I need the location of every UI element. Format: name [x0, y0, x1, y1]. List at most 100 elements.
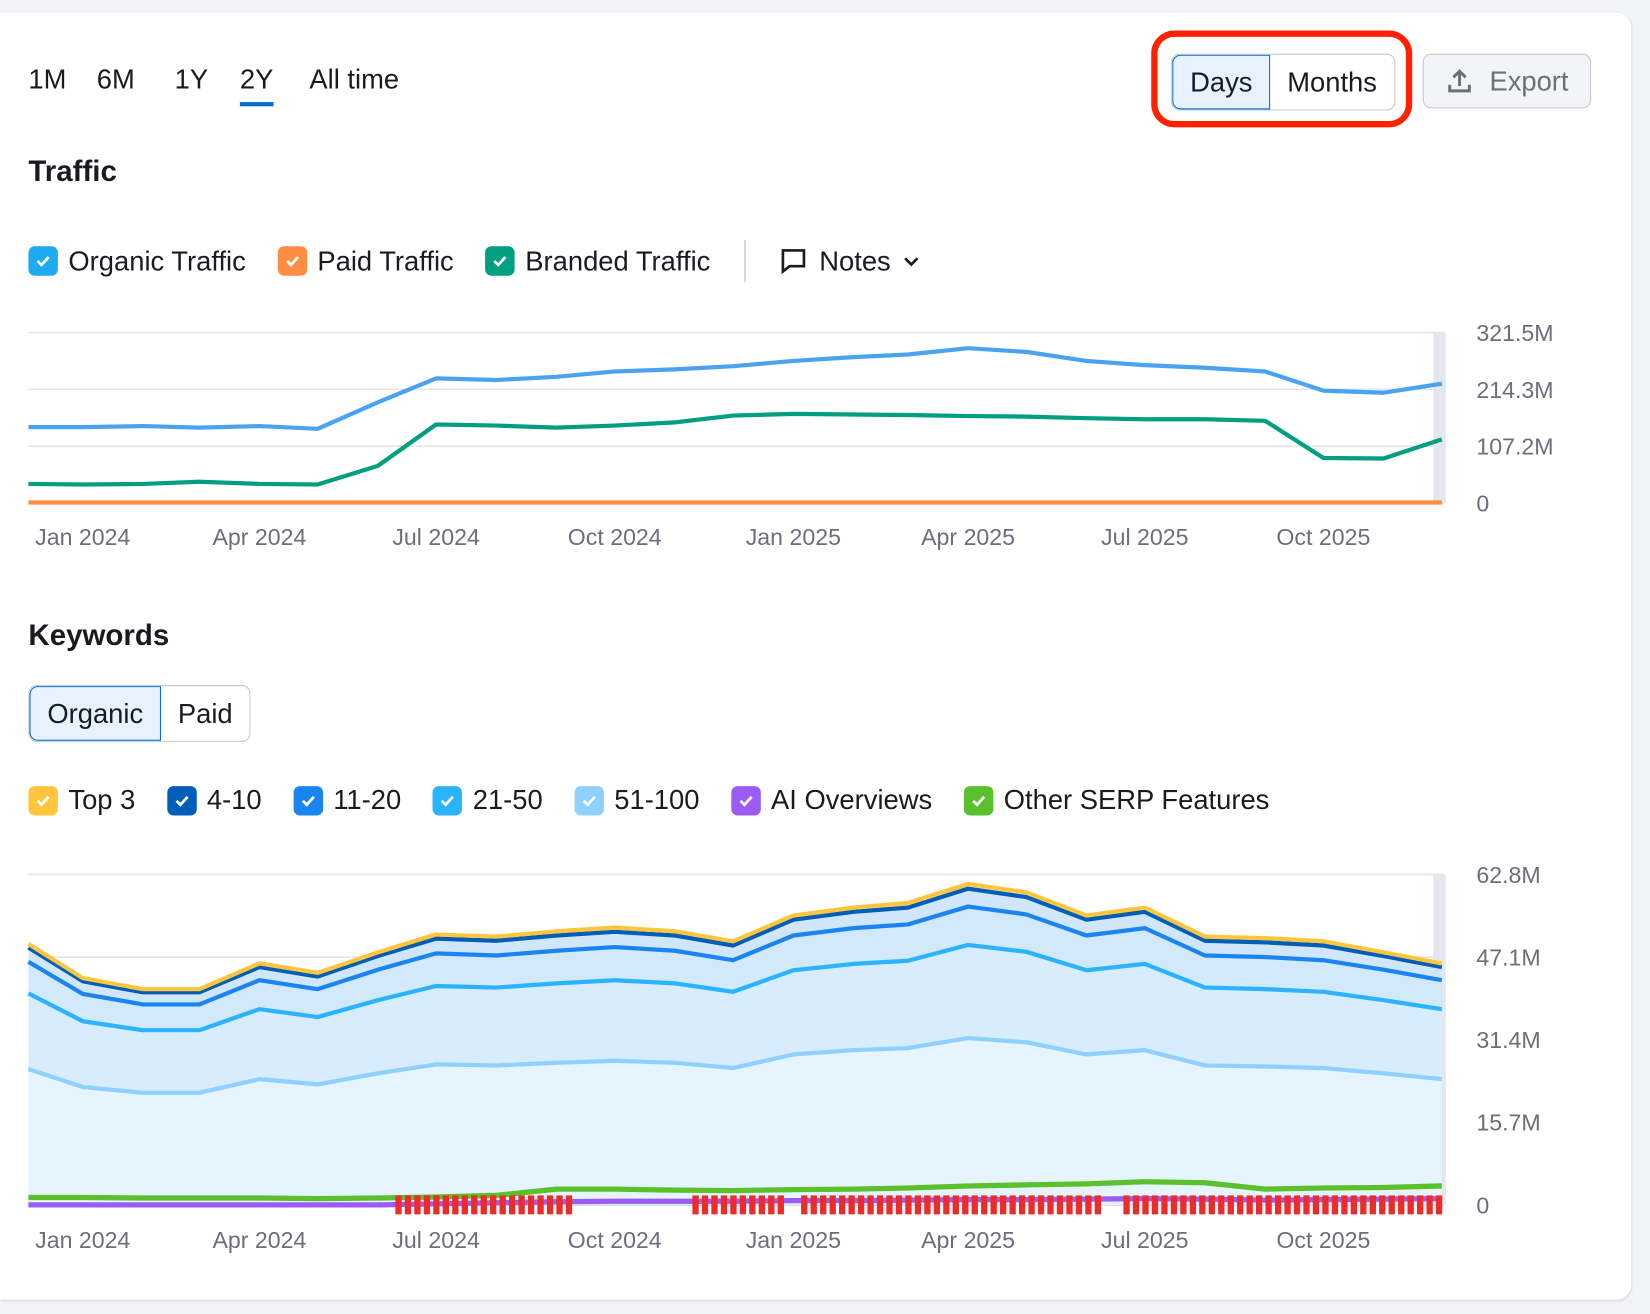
note-flag-icon[interactable] [730, 1195, 737, 1215]
note-flag-icon[interactable] [1018, 1195, 1026, 1215]
checkbox-icon[interactable] [166, 785, 197, 816]
note-flag-icon[interactable] [1199, 1195, 1206, 1215]
note-flag-icon[interactable] [1237, 1195, 1244, 1215]
legend-4-10[interactable]: 4-10 [166, 784, 262, 817]
note-flag-icon[interactable] [829, 1195, 836, 1215]
note-flag-icon[interactable] [509, 1195, 516, 1215]
note-flag-icon[interactable] [895, 1195, 903, 1215]
note-flag-icon[interactable] [914, 1195, 922, 1215]
note-flag-icon[interactable] [1066, 1195, 1073, 1215]
note-flag-icon[interactable] [1123, 1195, 1130, 1215]
note-flag-icon[interactable] [518, 1195, 525, 1215]
note-flag-icon[interactable] [1388, 1195, 1395, 1215]
legend-11-20[interactable]: 11-20 [293, 784, 401, 817]
legend-paid-traffic[interactable]: Paid Traffic [277, 245, 454, 278]
note-flag-icon[interactable] [1037, 1195, 1045, 1215]
note-flag-icon[interactable] [1256, 1195, 1263, 1215]
note-flag-icon[interactable] [1417, 1195, 1424, 1215]
note-flag-icon[interactable] [820, 1195, 827, 1215]
note-flag-icon[interactable] [867, 1195, 874, 1215]
note-flag-icon[interactable] [404, 1195, 412, 1215]
note-flag-icon[interactable] [471, 1195, 478, 1215]
note-flag-icon[interactable] [810, 1195, 817, 1215]
note-flag-icon[interactable] [1028, 1195, 1035, 1215]
note-flag-icon[interactable] [1000, 1195, 1007, 1215]
note-flag-icon[interactable] [442, 1195, 450, 1215]
note-flag-icon[interactable] [1170, 1195, 1178, 1215]
note-flag-icon[interactable] [1407, 1195, 1414, 1215]
note-flag-icon[interactable] [537, 1195, 544, 1215]
note-flag-icon[interactable] [1218, 1195, 1225, 1215]
note-flag-icon[interactable] [943, 1195, 950, 1215]
note-flag-icon[interactable] [546, 1195, 554, 1215]
note-flag-icon[interactable] [527, 1195, 535, 1215]
note-flag-icon[interactable] [692, 1195, 699, 1215]
note-flag-icon[interactable] [1322, 1195, 1329, 1215]
note-flag-icon[interactable] [423, 1195, 431, 1215]
note-flag-icon[interactable] [1246, 1195, 1253, 1215]
note-flag-icon[interactable] [777, 1195, 784, 1215]
note-flag-icon[interactable] [1075, 1195, 1083, 1215]
note-flag-icon[interactable] [962, 1195, 969, 1215]
note-flag-icon[interactable] [1151, 1195, 1159, 1215]
checkbox-icon[interactable] [731, 785, 761, 816]
note-flag-icon[interactable] [1369, 1195, 1376, 1215]
note-flag-icon[interactable] [801, 1195, 808, 1215]
months-button[interactable]: Months [1287, 65, 1377, 98]
note-flag-icon[interactable] [1208, 1195, 1215, 1215]
note-flag-icon[interactable] [433, 1195, 440, 1215]
range-6m[interactable]: 6M [96, 63, 135, 95]
note-flag-icon[interactable] [952, 1195, 959, 1215]
legend-other-serp-features[interactable]: Other SERP Features [963, 784, 1269, 817]
note-flag-icon[interactable] [565, 1195, 573, 1215]
note-flag-icon[interactable] [905, 1195, 912, 1215]
note-flag-icon[interactable] [1189, 1195, 1197, 1215]
note-flag-icon[interactable] [395, 1195, 402, 1215]
note-flag-icon[interactable] [1350, 1195, 1358, 1215]
note-flag-icon[interactable] [556, 1195, 563, 1215]
note-flag-icon[interactable] [1274, 1195, 1282, 1215]
legend-organic-traffic[interactable]: Organic Traffic [28, 245, 246, 278]
paid-tab[interactable]: Paid [177, 697, 233, 729]
checkbox-icon[interactable] [28, 246, 58, 276]
checkbox-icon[interactable] [963, 785, 994, 816]
note-flag-icon[interactable] [1142, 1195, 1149, 1215]
note-flag-icon[interactable] [739, 1195, 747, 1215]
note-flag-icon[interactable] [499, 1195, 506, 1215]
note-flag-icon[interactable] [848, 1195, 855, 1215]
note-flag-icon[interactable] [1341, 1195, 1348, 1215]
export-button[interactable]: Export [1422, 53, 1592, 109]
note-flag-icon[interactable] [1056, 1195, 1064, 1215]
note-flag-icon[interactable] [876, 1195, 884, 1215]
note-flag-icon[interactable] [1132, 1195, 1140, 1215]
note-flag-icon[interactable] [1180, 1195, 1187, 1215]
note-flag-icon[interactable] [1379, 1195, 1386, 1215]
range-2y[interactable]: 2Y [239, 63, 274, 107]
note-flag-icon[interactable] [1265, 1195, 1272, 1215]
note-flag-icon[interactable] [981, 1195, 988, 1215]
organic-tab[interactable]: Organic [29, 686, 162, 741]
note-flag-icon[interactable] [839, 1195, 846, 1215]
note-flag-icon[interactable] [768, 1195, 775, 1215]
days-button[interactable]: Days [1172, 54, 1271, 110]
range-1m[interactable]: 1M [28, 63, 67, 95]
range-1y[interactable]: 1Y [174, 63, 209, 95]
note-flag-icon[interactable] [1085, 1195, 1092, 1215]
legend-51-100[interactable]: 51-100 [574, 784, 699, 817]
note-flag-icon[interactable] [1161, 1195, 1168, 1215]
note-flag-icon[interactable] [1426, 1195, 1433, 1215]
note-flag-icon[interactable] [480, 1195, 487, 1215]
range-all-time[interactable]: All time [309, 63, 400, 95]
note-flag-icon[interactable] [886, 1195, 893, 1215]
legend-21-50[interactable]: 21-50 [432, 784, 543, 817]
note-flag-icon[interactable] [1398, 1195, 1405, 1215]
checkbox-icon[interactable] [485, 246, 515, 276]
note-flag-icon[interactable] [490, 1195, 497, 1215]
note-flag-icon[interactable] [971, 1195, 978, 1215]
note-flag-icon[interactable] [758, 1195, 766, 1215]
note-flag-icon[interactable] [1360, 1195, 1367, 1215]
note-flag-icon[interactable] [1009, 1195, 1016, 1215]
note-flag-icon[interactable] [1312, 1195, 1320, 1215]
note-flag-icon[interactable] [720, 1195, 728, 1215]
checkbox-icon[interactable] [28, 785, 58, 816]
